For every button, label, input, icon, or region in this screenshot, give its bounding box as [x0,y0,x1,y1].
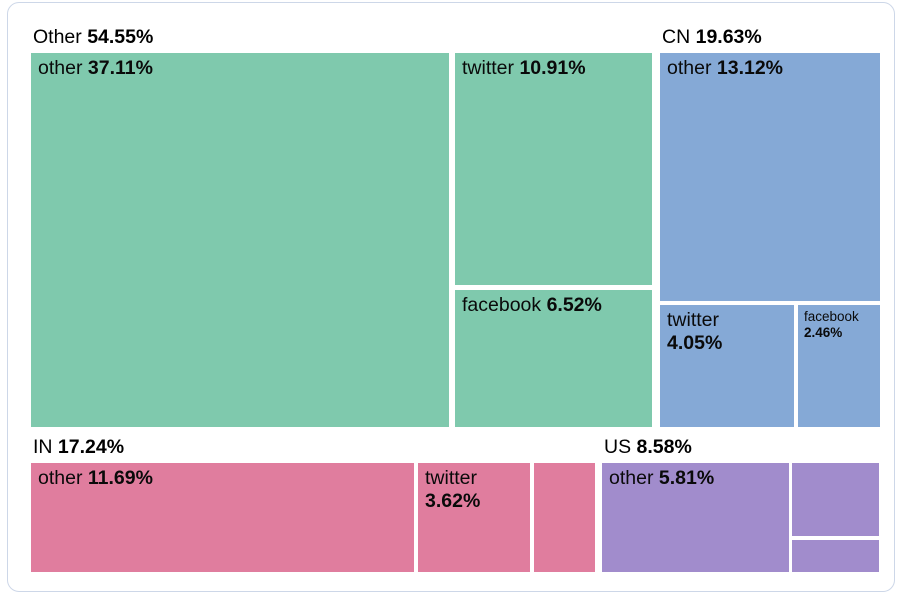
group-name: CN [662,26,691,48]
group-value: 17.24% [57,436,125,458]
group-label-in: IN 17.24% [33,436,124,458]
tile-label: twitter 3.62% [418,463,530,513]
group-name: Other [33,26,82,48]
tile-value: 5.81% [658,467,715,489]
group-value: 54.55% [87,26,154,48]
tile-value: 4.05% [667,332,723,354]
group-value: 19.63% [695,26,762,48]
tile-value: 13.12% [716,57,784,79]
tile-value: 10.91% [519,57,586,79]
treemap-tile-other-twitter[interactable]: twitter 10.91% [455,53,652,285]
tile-label: other 11.69% [31,463,414,490]
treemap-tile-in-twitter[interactable]: twitter 3.62% [418,463,530,572]
tile-name: twitter [425,467,478,489]
treemap-tile-in-other[interactable]: other 11.69% [31,463,414,572]
tile-label: twitter 4.05% [660,305,794,355]
tile-value: 3.62% [425,490,481,512]
tile-name: facebook [804,309,859,324]
group-name: US [604,436,632,458]
tile-name: twitter [462,57,515,79]
tile-label: facebook 6.52% [455,290,652,317]
treemap-tile-cn-other[interactable]: other 13.12% [660,53,880,301]
group-value: 8.58% [636,436,692,458]
tile-label: twitter 10.91% [455,53,652,80]
treemap-tile-us-facebook[interactable] [792,540,879,572]
group-label-us: US 8.58% [604,436,692,458]
tile-value: 11.69% [87,467,153,489]
tile-name: other [609,467,654,489]
treemap-tile-us-other[interactable]: other 5.81% [602,463,789,572]
treemap-tile-cn-twitter[interactable]: twitter 4.05% [660,305,794,427]
tile-label: other 5.81% [602,463,789,490]
tile-value: 6.52% [546,294,602,316]
tile-name: twitter [667,309,720,331]
tile-label: other 13.12% [660,53,880,80]
tile-label: other 37.11% [31,53,449,80]
group-label-other: Other 54.55% [33,26,153,48]
tile-name: other [38,57,83,79]
treemap-tile-other-other[interactable]: other 37.11% [31,53,449,427]
treemap-tile-cn-facebook[interactable]: facebook 2.46% [798,305,880,427]
tile-value: 37.11% [87,57,153,79]
tile-label: facebook 2.46% [798,305,880,341]
tile-name: other [667,57,712,79]
tile-name: facebook [462,294,542,316]
treemap-tile-us-twitter[interactable] [792,463,879,536]
group-label-cn: CN 19.63% [662,26,762,48]
group-name: IN [33,436,53,458]
treemap-tile-in-facebook[interactable] [534,463,595,572]
treemap-tile-other-facebook[interactable]: facebook 6.52% [455,290,652,427]
tile-value: 2.46% [804,325,843,340]
tile-name: other [38,467,83,489]
